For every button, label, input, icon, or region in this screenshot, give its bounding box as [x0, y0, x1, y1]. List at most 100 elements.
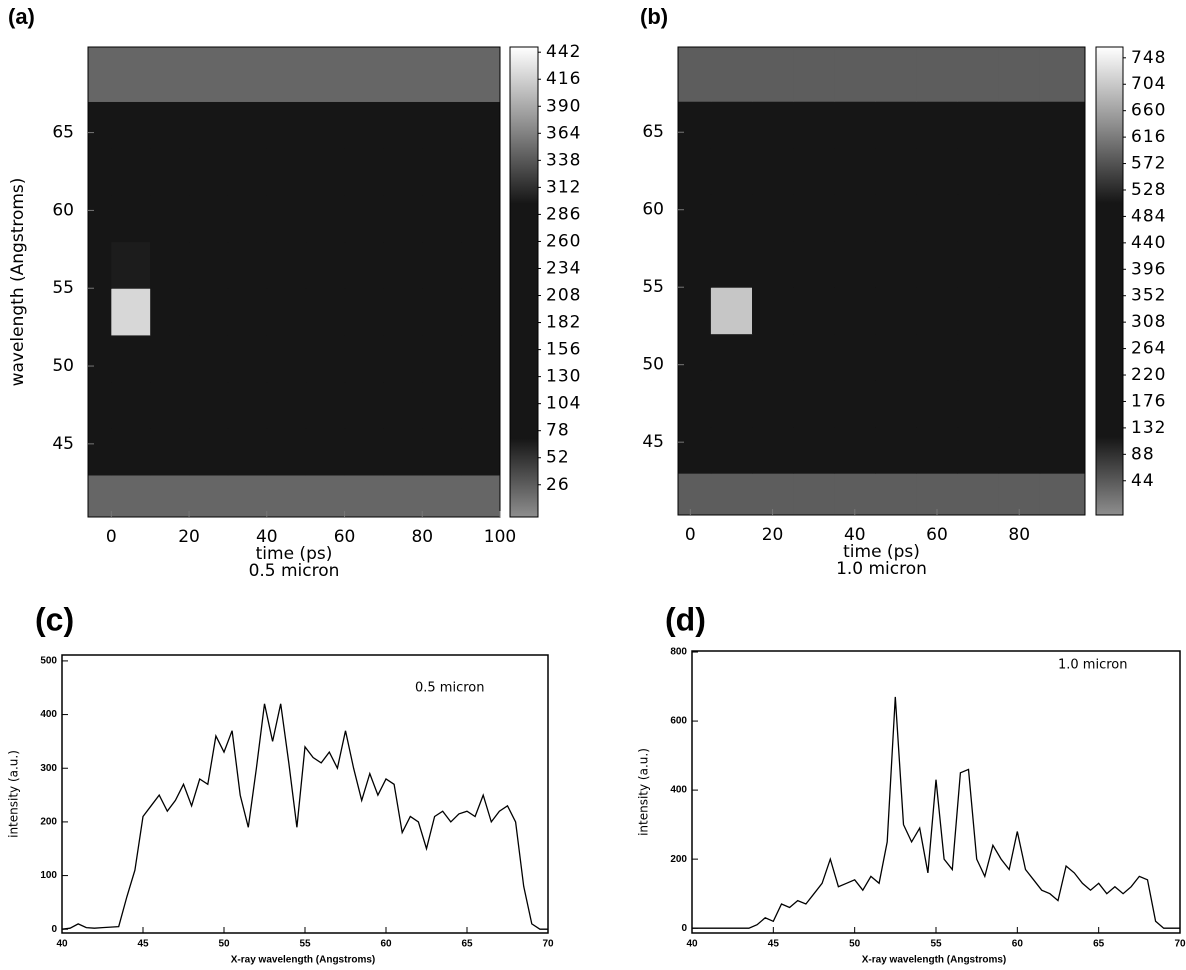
x-tick-label: 45: [137, 939, 149, 950]
heatmap-cell: [1039, 426, 1086, 474]
x-tick-label: 40: [256, 527, 278, 547]
heatmap-cell: [998, 333, 1041, 381]
heatmap-cell: [111, 194, 151, 243]
colorbar: [509, 46, 539, 518]
heatmap-cell: [189, 334, 229, 383]
heatmap-cell: [344, 101, 384, 149]
x-tick-label: 70: [1174, 939, 1186, 950]
heatmap-cell: [998, 194, 1041, 242]
heatmap-cell: [344, 148, 384, 196]
heatmap-cell: [383, 381, 423, 429]
heatmap-cell: [383, 194, 423, 243]
x-tick-label: 60: [334, 527, 356, 547]
heatmap-cell: [266, 381, 307, 429]
heatmap-cell: [875, 47, 917, 102]
heatmap-cell: [793, 473, 835, 516]
heatmap-cell: [957, 473, 1000, 516]
heatmap-cell: [1039, 333, 1086, 381]
heatmap-cell: [793, 101, 835, 149]
heatmap-cell: [189, 381, 229, 429]
heatmap-cell: [710, 380, 753, 428]
colorbar-label: 338: [546, 150, 581, 170]
heatmap-cell: [834, 147, 876, 195]
heatmap-cell: [834, 333, 876, 381]
x-tick-label: 50: [849, 939, 861, 950]
heatmap-cell: [998, 147, 1041, 195]
heatmap-cell: [957, 333, 1000, 381]
colorbar-label: 26: [546, 475, 570, 495]
colorbar-label: 130: [546, 367, 581, 387]
heatmap-cell: [111, 428, 151, 476]
heatmap-cell: [834, 473, 876, 516]
heatmap-cell: [834, 240, 876, 288]
panel-title: (d): [665, 601, 706, 637]
colorbar-label: 440: [1131, 233, 1166, 253]
y-tick-label: 800: [670, 647, 687, 658]
x-tick-label: 40: [56, 939, 68, 950]
colorbar-label: 286: [546, 204, 581, 224]
heatmap-cell: [150, 148, 190, 196]
heatmap-cell: [916, 473, 959, 516]
x-tick-label: 65: [1093, 939, 1105, 950]
colorbar-label: 208: [546, 286, 581, 306]
plot-frame: [691, 650, 1181, 934]
y-axis-title: intensity (a.u.): [637, 748, 651, 836]
heatmap-cell: [305, 428, 346, 476]
heatmap-cell: [422, 47, 462, 102]
heatmap-cell: [1039, 101, 1086, 149]
x-axis-title: time (ps): [256, 544, 333, 564]
annotation: 1.0 micron: [1058, 658, 1127, 673]
colorbar-label: 528: [1131, 180, 1166, 200]
heatmap-cell: [111, 381, 151, 429]
heatmap-cell: [793, 194, 835, 242]
heatmap-cell: [266, 428, 307, 476]
colorbar-label: 572: [1131, 154, 1166, 174]
colorbar-label: 484: [1131, 206, 1166, 226]
heatmap-cell: [834, 380, 876, 428]
heatmap-cell: [227, 241, 268, 289]
colorbar-label: 660: [1131, 101, 1166, 121]
y-axis-title: intensity (a.u.): [7, 750, 21, 838]
heatmap-cell: [189, 474, 229, 518]
heatmap-cell: [998, 380, 1041, 428]
heatmap-cell: [678, 147, 712, 195]
heatmap-cell: [793, 426, 835, 474]
heatmap-cell: [422, 381, 462, 429]
heatmap-cell: [111, 148, 151, 196]
heatmap-cell: [998, 240, 1041, 288]
heatmap-cell: [383, 474, 423, 518]
x-tick-label: 45: [768, 939, 780, 950]
y-tick-label: 0: [51, 924, 57, 935]
heatmap-cell: [383, 101, 423, 149]
heatmap-cell: [422, 288, 462, 336]
heatmap-cell: [710, 426, 753, 474]
heatmap-cell: [422, 101, 462, 149]
heatmap-cell: [916, 147, 959, 195]
x-tick-label: 60: [1012, 939, 1024, 950]
heatmap-cell: [344, 194, 384, 243]
colorbar-label: 390: [546, 96, 581, 116]
x-tick-label: 0: [685, 525, 696, 545]
x-tick-label: 20: [178, 527, 200, 547]
heatmap-cell: [916, 426, 959, 474]
x-tick-label: 70: [542, 939, 554, 950]
y-tick-label: 200: [40, 817, 57, 828]
colorbar-label: 44: [1131, 471, 1155, 491]
heatmap-cell: [461, 101, 501, 149]
heatmap-cell: [957, 380, 1000, 428]
heatmap-cell: [957, 426, 1000, 474]
heatmap-cell: [305, 101, 346, 149]
colorbar-label: 396: [1131, 259, 1166, 279]
heatmap-cell: [793, 380, 835, 428]
heatmap-cell: [227, 101, 268, 149]
heatmap-cell: [305, 47, 346, 102]
heatmap-cell: [227, 381, 268, 429]
heatmap-cell: [752, 240, 794, 288]
heatmap-cell: [875, 426, 917, 474]
heatmap-cell: [678, 426, 712, 474]
heatmap-cell: [227, 288, 268, 336]
heatmap-cell: [227, 474, 268, 518]
heatmap-cell: [88, 334, 112, 383]
heatmap-cell: [344, 241, 384, 289]
